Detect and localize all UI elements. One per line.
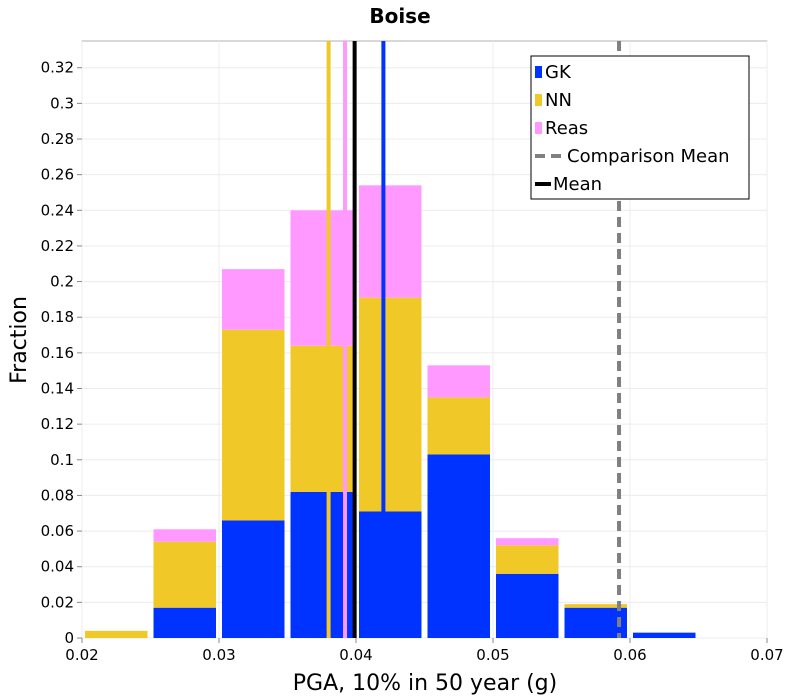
bar-nn-bin-2 <box>222 329 285 521</box>
bar-reas-bin-2 <box>222 269 285 330</box>
x-tick-label: 0.02 <box>65 646 98 664</box>
y-tick-label: 0.1 <box>50 451 74 469</box>
chart-title: Boise <box>369 4 430 28</box>
y-tick-label: 0 <box>64 629 74 647</box>
y-tick-label: 0.12 <box>41 415 74 433</box>
bars <box>85 185 696 638</box>
y-tick-label: 0.2 <box>50 273 74 291</box>
bar-nn-bin-1 <box>153 541 216 608</box>
legend-label-nn: NN <box>545 90 572 111</box>
x-tick-label: 0.06 <box>613 646 646 664</box>
bar-gk-bin-2 <box>222 520 285 638</box>
y-tick-label: 0.06 <box>41 522 74 540</box>
y-tick-label: 0.24 <box>41 201 74 219</box>
y-tick-label: 0.3 <box>50 94 74 112</box>
legend: GK NN Reas Comparison Mean Mean <box>530 55 750 200</box>
y-tick-label: 0.02 <box>41 593 74 611</box>
y-tick-label: 0.22 <box>41 237 74 255</box>
bar-gk-bin-3 <box>290 491 353 638</box>
legend-label-reas: Reas <box>545 118 588 139</box>
legend-swatch <box>535 122 542 134</box>
bar-reas-bin-6 <box>496 538 559 546</box>
bar-gk-bin-8 <box>633 632 696 638</box>
bar-nn-bin-4 <box>359 297 422 512</box>
bar-nn-bin-3 <box>290 345 353 492</box>
y-tick-label: 0.14 <box>41 380 74 398</box>
legend-box <box>530 55 750 200</box>
y-tick-label: 0.18 <box>41 308 74 326</box>
x-tick-label: 0.07 <box>750 646 783 664</box>
y-tick-label: 0.16 <box>41 344 74 362</box>
bar-nn-bin-7 <box>564 604 627 608</box>
x-axis-label: PGA, 10% in 50 year (g) <box>293 671 557 696</box>
bar-nn-bin-5 <box>427 397 490 455</box>
x-tick-label: 0.03 <box>202 646 235 664</box>
bar-gk-bin-7 <box>564 607 627 638</box>
mean-lines <box>326 41 622 638</box>
legend-label-comparison-mean: Comparison Mean <box>567 146 730 167</box>
y-tick-label: 0.08 <box>41 486 74 504</box>
bar-reas-bin-3 <box>290 210 353 346</box>
y-axis-label: Fraction <box>7 296 32 384</box>
y-tick-label: 0.26 <box>41 166 74 184</box>
legend-swatch <box>535 94 542 106</box>
y-tick-label: 0.28 <box>41 130 74 148</box>
legend-label-mean: Mean <box>553 174 602 195</box>
y-axis-ticks: 0 0.02 0.04 0.06 0.08 0.1 0.12 0.14 0.16 0.18 0.2 0… <box>41 59 82 647</box>
bar-nn-bin-6 <box>496 545 559 574</box>
bar-gk-bin-6 <box>496 573 559 638</box>
bar-nn-bin-0 <box>85 630 148 638</box>
bar-gk-bin-4 <box>359 511 422 638</box>
bar-reas-bin-4 <box>359 185 422 298</box>
x-tick-label: 0.04 <box>339 646 372 664</box>
bar-gk-bin-5 <box>427 454 490 638</box>
y-tick-label: 0.32 <box>41 59 74 77</box>
x-tick-label: 0.05 <box>476 646 509 664</box>
legend-swatch <box>535 66 542 78</box>
y-tick-label: 0.04 <box>41 558 74 576</box>
bar-gk-bin-1 <box>153 607 216 638</box>
bar-reas-bin-5 <box>427 365 490 398</box>
legend-label-gk: GK <box>545 62 572 83</box>
x-axis-ticks: 0.02 0.03 0.04 0.05 0.06 0.07 <box>65 638 784 664</box>
bar-reas-bin-1 <box>153 529 216 542</box>
